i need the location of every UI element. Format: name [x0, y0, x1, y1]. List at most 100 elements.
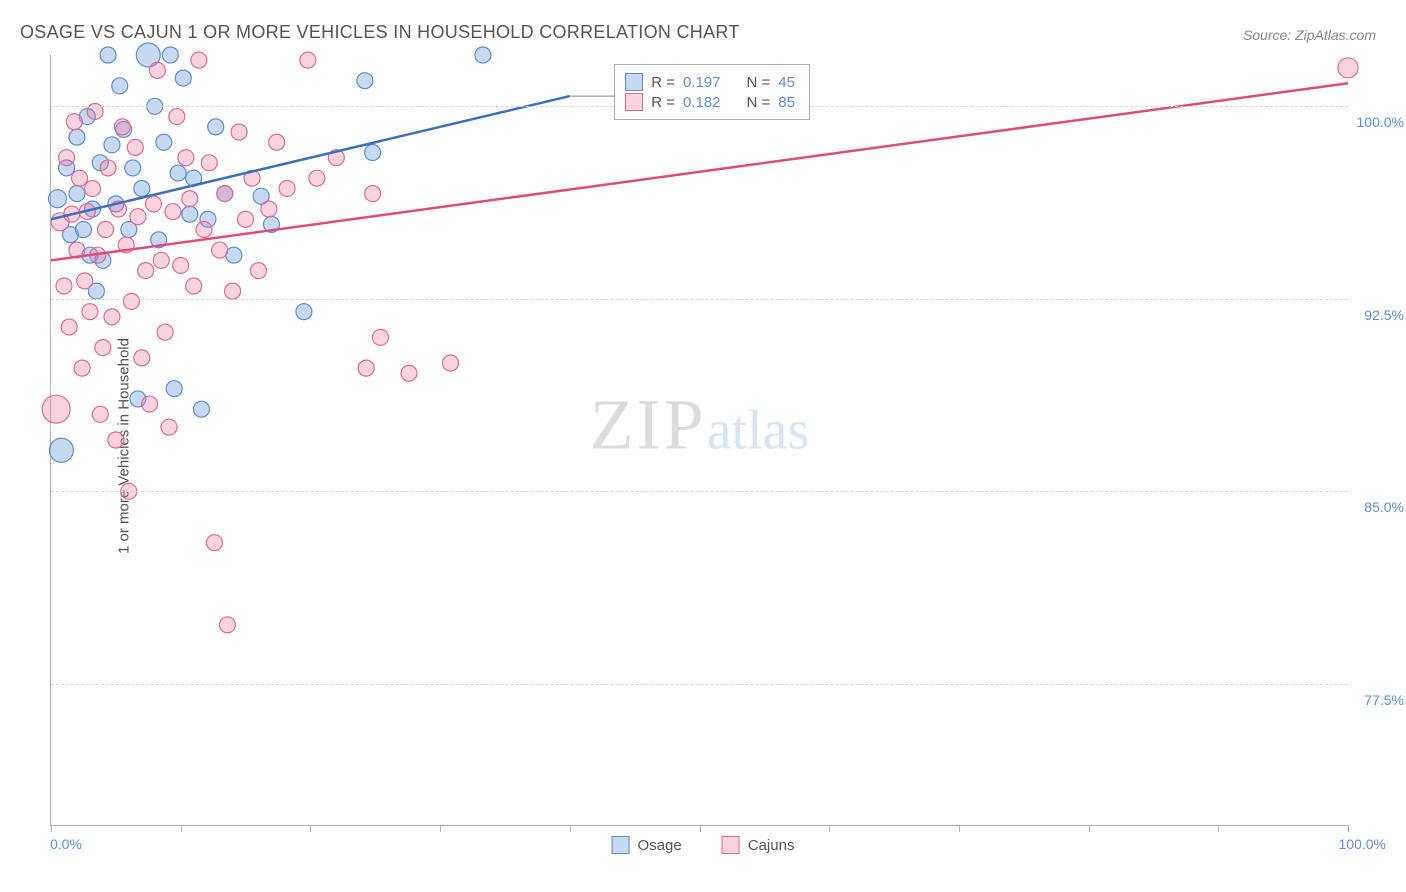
data-point — [201, 155, 217, 171]
data-point — [358, 360, 374, 376]
data-point — [97, 222, 113, 238]
plot-svg — [51, 55, 1348, 825]
chart-container: OSAGE VS CAJUN 1 OR MORE VEHICLES IN HOU… — [0, 0, 1406, 892]
data-point — [92, 406, 108, 422]
data-point — [226, 247, 242, 263]
data-point — [104, 309, 120, 325]
data-point — [212, 242, 228, 258]
data-point — [134, 350, 150, 366]
data-point — [269, 134, 285, 150]
data-point — [208, 119, 224, 135]
data-point — [104, 137, 120, 153]
data-point — [100, 160, 116, 176]
x-tick — [700, 825, 701, 832]
data-point — [77, 273, 93, 289]
data-point — [372, 329, 388, 345]
legend-n-value: 45 — [778, 74, 795, 91]
data-point — [251, 263, 267, 279]
y-ticklabel: 92.5% — [1354, 307, 1404, 323]
data-point — [261, 201, 277, 217]
y-ticklabel: 77.5% — [1354, 692, 1404, 708]
legend-swatch — [612, 836, 630, 854]
data-point — [161, 419, 177, 435]
data-point — [130, 209, 146, 225]
x-tick — [959, 825, 960, 832]
x-ticklabel-right: 100.0% — [1339, 836, 1386, 852]
data-point — [162, 47, 178, 63]
y-ticklabel: 100.0% — [1354, 114, 1404, 130]
data-point — [193, 401, 209, 417]
data-point — [401, 365, 417, 381]
data-point — [365, 145, 381, 161]
data-point — [225, 283, 241, 299]
data-point — [475, 47, 491, 63]
data-point — [75, 222, 91, 238]
x-tick — [1218, 825, 1219, 832]
data-point — [82, 304, 98, 320]
data-point — [95, 340, 111, 356]
stats-legend-row: R =0.182N =85 — [625, 93, 795, 111]
x-tick — [440, 825, 441, 832]
data-point — [61, 319, 77, 335]
x-tick — [829, 825, 830, 832]
data-point — [231, 124, 247, 140]
data-point — [217, 186, 233, 202]
data-point — [72, 170, 88, 186]
data-point — [191, 52, 207, 68]
data-point — [69, 129, 85, 145]
data-point — [134, 180, 150, 196]
data-point — [178, 150, 194, 166]
stats-legend-row: R = 0.197 N = 45 — [625, 73, 795, 91]
legend-swatch — [625, 93, 643, 111]
data-point — [238, 211, 254, 227]
data-point — [85, 180, 101, 196]
data-point — [56, 278, 72, 294]
data-point — [125, 160, 141, 176]
data-point — [138, 263, 154, 279]
data-point — [357, 73, 373, 89]
legend-r-label: R = — [651, 74, 675, 91]
x-tick — [1348, 825, 1349, 832]
data-point — [157, 324, 173, 340]
data-point — [69, 186, 85, 202]
data-point — [114, 119, 130, 135]
source-label: Source: ZipAtlas.com — [1243, 27, 1376, 43]
data-point — [166, 381, 182, 397]
bottom-legend-item: Cajuns — [722, 836, 795, 854]
data-point — [173, 257, 189, 273]
data-point — [42, 395, 70, 423]
gridline-h — [51, 684, 1348, 685]
data-point — [296, 304, 312, 320]
data-point — [127, 139, 143, 155]
data-point — [1338, 58, 1358, 78]
data-point — [182, 191, 198, 207]
data-point — [112, 78, 128, 94]
data-point — [59, 150, 75, 166]
bottom-legend-item: Osage — [612, 836, 682, 854]
data-point — [153, 252, 169, 268]
x-tick — [310, 825, 311, 832]
data-point — [182, 206, 198, 222]
legend-n-value: 85 — [778, 94, 795, 111]
legend-r-value: 0.197 — [683, 74, 721, 91]
legend-swatch — [625, 73, 643, 91]
chart-title: OSAGE VS CAJUN 1 OR MORE VEHICLES IN HOU… — [20, 22, 740, 43]
gridline-h — [51, 299, 1348, 300]
x-tick — [1089, 825, 1090, 832]
x-tick — [570, 825, 571, 832]
data-point — [175, 70, 191, 86]
data-point — [100, 47, 116, 63]
data-point — [156, 134, 172, 150]
legend-label: Osage — [638, 837, 682, 854]
data-point — [66, 114, 82, 130]
legend-n-label: N = — [747, 94, 771, 111]
data-point — [186, 278, 202, 294]
data-point — [123, 293, 139, 309]
data-point — [219, 617, 235, 633]
legend-n-label: N = — [747, 74, 771, 91]
data-point — [48, 190, 66, 208]
data-point — [142, 396, 158, 412]
data-point — [149, 62, 165, 78]
legend-r-label: R = — [651, 94, 675, 111]
gridline-h — [51, 491, 1348, 492]
